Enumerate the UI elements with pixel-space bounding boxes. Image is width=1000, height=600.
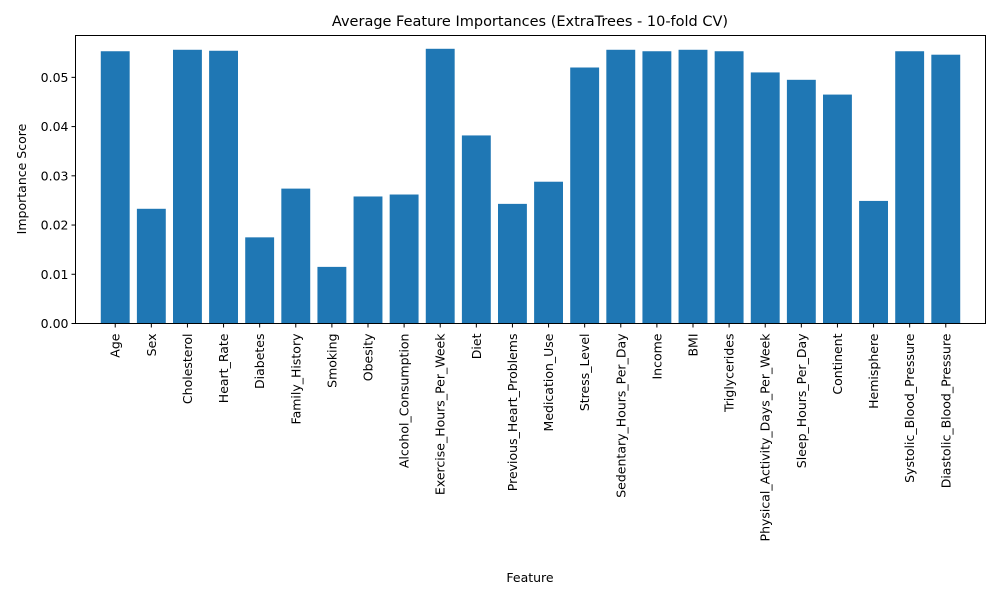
bar-income [642,51,672,324]
x-tick-label: Age [108,333,123,357]
x-tick-label: Hemisphere [866,333,881,409]
y-axis-label: Importance Score [14,123,29,234]
y-tick-label: 0.02 [41,218,69,233]
x-tick-label: Previous_Heart_Problems [505,334,520,492]
x-tick-label: Family_History [288,333,303,425]
x-axis-ticks: Age Sex Cholesterol Heart_Rate Diabetes Famil… [108,323,953,542]
chart-title: Average Feature Importances (ExtraTrees … [332,14,728,30]
x-tick-label: Systolic_Blood_Pressure [902,333,917,483]
x-axis-label: Feature [506,570,554,585]
x-tick-label: Sedentary_Hours_Per_Day [613,333,628,498]
bar-cholesterol [173,49,202,324]
y-tick-label: 0.05 [41,70,69,85]
bar-smoking [317,266,347,324]
x-tick-label: BMI [686,334,701,357]
x-tick-label: Obesity [361,333,376,381]
x-tick-label: Alcohol_Consumption [397,334,412,469]
x-tick-label: Cholesterol [180,334,195,405]
bar-physical-activity-days-per-week [750,72,780,324]
x-tick-label: Continent [830,333,845,394]
y-tick-label: 0.00 [41,316,69,331]
bar-diet [461,135,491,324]
y-axis-ticks: 0.00 0.01 0.02 0.03 0.04 0.05 [41,70,76,331]
y-tick-label: 0.01 [41,267,69,282]
y-tick-label: 0.04 [41,119,69,134]
x-tick-label: Heart_Rate [216,333,231,403]
x-tick-label: Diastolic_Blood_Pressure [938,333,953,488]
bar-age [100,51,130,324]
x-tick-label: Sex [144,334,159,357]
x-tick-label: Sleep_Hours_Per_Day [794,333,809,468]
x-tick-label: Triglycerides [722,334,737,414]
x-tick-label: Medication_Use [541,333,556,431]
bar-hemisphere [859,200,888,324]
x-tick-label: Physical_Activity_Days_Per_Week [758,333,773,542]
bar-exercise-hours-per-week [425,48,455,324]
x-tick-label: Diet [469,333,484,359]
bar-triglycerides [714,51,744,324]
bar-family-history [281,188,311,324]
y-tick-label: 0.03 [41,168,69,183]
bar-diastolic-blood-pressure [931,54,961,324]
x-tick-label: Stress_Level [577,334,592,412]
bar-heart-rate [209,50,238,324]
bar-sex [136,208,166,324]
bar-diabetes [245,237,275,324]
bar-continent [823,94,852,324]
bar-alcohol-consumption [389,194,419,324]
bar-bmi [678,49,708,324]
bar-sedentary-hours-per-day [606,49,636,324]
x-tick-label: Income [649,333,664,379]
x-tick-label: Smoking [324,334,339,388]
x-tick-label: Diabetes [252,334,267,390]
bar-medication-use [534,181,563,324]
bar-previous-heart-problems [498,203,527,324]
bars-group [100,48,961,324]
bar-obesity [353,196,383,324]
plot-frame [75,35,986,324]
bar-stress-level [570,67,600,324]
x-tick-label: Exercise_Hours_Per_Week [433,333,448,495]
bar-systolic-blood-pressure [895,51,925,324]
bar-sleep-hours-per-day [786,79,816,324]
